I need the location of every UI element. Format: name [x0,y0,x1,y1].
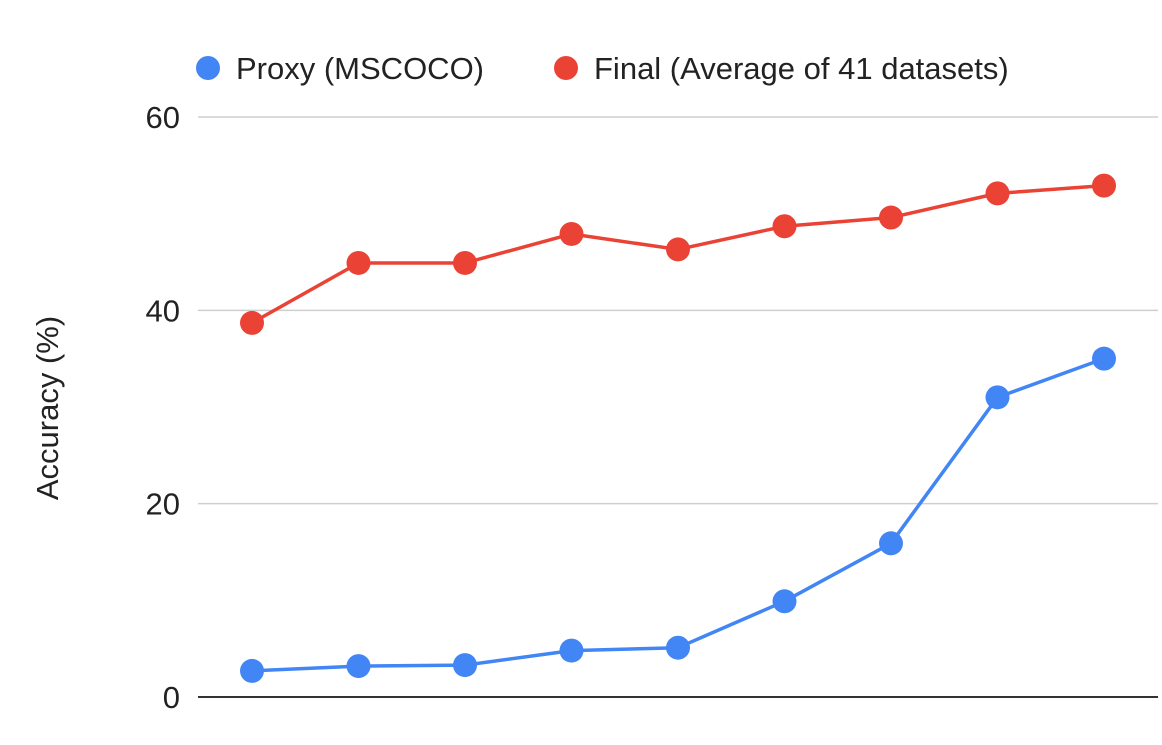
data-point [879,531,903,556]
legend: Proxy (MSCOCO) Final (Average of 41 datas… [196,51,1009,86]
series-1 [240,173,1116,335]
legend-swatch-1 [554,56,578,80]
data-point [240,310,264,335]
data-point [772,214,797,239]
data-point [879,205,903,230]
data-point [666,237,690,262]
data-point [559,221,584,246]
y-axis-label: Accuracy (%) [30,316,65,500]
gridlines [198,116,1158,505]
data-point [453,653,477,678]
legend-label-0: Proxy (MSCOCO) [236,51,484,86]
series-layer [240,173,1116,683]
data-point [666,635,690,660]
y-tick-label: 60 [146,100,180,135]
data-point [346,250,371,275]
data-point [1092,173,1116,198]
y-tick-label: 0 [163,680,180,715]
data-point [985,385,1010,410]
data-point [453,250,477,275]
y-tick-label: 20 [146,487,180,522]
data-point [1092,346,1116,371]
series-line-0 [251,357,1105,673]
legend-swatch-0 [196,56,220,80]
data-point [559,638,584,663]
data-point [346,654,371,679]
series-0 [240,346,1116,683]
legend-label-1: Final (Average of 41 datasets) [594,51,1009,86]
y-tick-label: 40 [146,293,180,328]
data-point [240,658,264,683]
y-axis-ticks: 0 20 40 60 [146,100,180,715]
data-point [772,589,797,614]
data-point [985,181,1010,206]
